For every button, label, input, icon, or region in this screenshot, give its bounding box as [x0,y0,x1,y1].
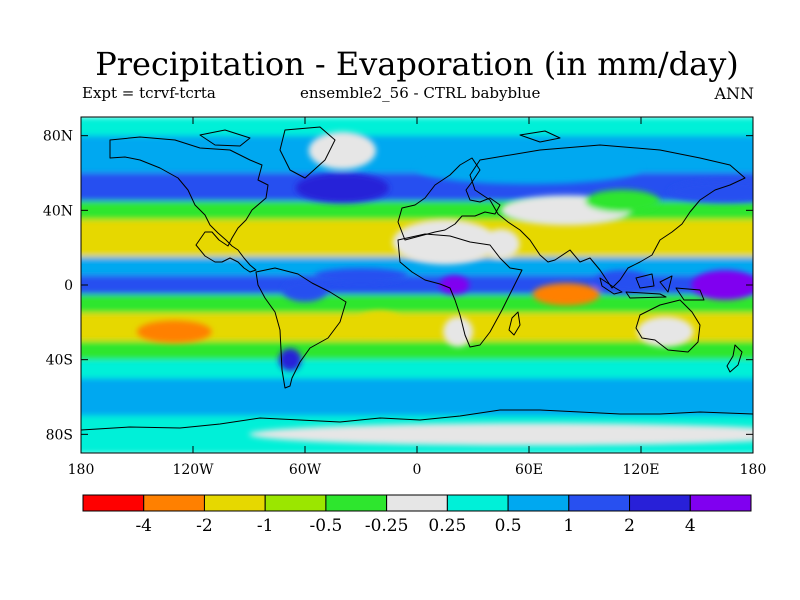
x-tick-label: 60W [289,462,322,478]
anomaly-region [392,219,498,265]
zonal-band [81,359,753,380]
anomaly-region [691,270,753,300]
anomaly-region [357,311,403,334]
anomaly-region [594,270,651,293]
colorbar-swatch [507,494,570,512]
contour-field [81,117,753,453]
anomaly-region [308,131,376,170]
y-tick-label: 0 [64,278,73,294]
chart-title: Precipitation - Evaporation (in mm/day) [95,45,739,83]
regional-anomalies [137,131,753,446]
x-axis-tick-labels: 180 120W 60W 0 60E 120E 180 [68,462,767,478]
anomaly-region [443,316,474,347]
anomaly-region [532,283,600,306]
zonal-band [81,341,753,361]
anomaly-region [417,154,641,185]
x-tick-label: 60E [515,462,543,478]
experiment-label: Expt = tcrvf-tcrta [82,84,216,102]
x-tick-label: 120W [172,462,214,478]
coastlines [81,126,753,431]
arctic-islands-coastline [199,129,561,147]
x-tick-label: 180 [68,462,95,478]
x-tick-label: 180 [740,462,767,478]
anomaly-region [137,320,212,343]
y-tick-label: 80S [46,427,73,443]
north-america-coastline [109,136,269,273]
y-tick-label: 40N [43,203,73,219]
zonal-band [81,378,753,417]
zonal-band [81,117,753,137]
anomaly-region [482,229,520,259]
anomaly-region [439,275,470,295]
colorbar-label: -0.25 [365,516,409,536]
anomaly-region [669,180,753,203]
new-zealand-coastline [726,344,743,373]
south-america-coastline [255,267,347,389]
asia-coastline [469,144,746,289]
colorbar-label: -0.5 [310,516,343,536]
anomaly-region [278,348,302,371]
x-tick-label: 120E [623,462,660,478]
anomaly-region [249,423,753,446]
anomaly-region [282,279,328,302]
axis-ticks [80,117,754,453]
anomaly-region [637,316,694,347]
colorbar-label: -1 [257,516,274,536]
greenland-coastline [279,126,336,179]
anomaly-region [295,173,390,203]
colorbar-swatch [386,494,448,512]
zonal-band [81,173,753,202]
africa-coastline [397,233,523,348]
x-tick-label: 0 [413,462,422,478]
antarctica-coastline [81,409,753,431]
colorbar-label: 4 [685,516,696,536]
zonal-bands [81,117,753,453]
madagascar-coastline [508,311,521,336]
ensemble-label: ensemble2_56 - CTRL babyblue [300,84,541,102]
y-tick-label: 80N [43,129,73,145]
colorbar-label: 0.5 [495,516,522,536]
colorbar-swatch [82,494,145,512]
season-label: ANN [714,84,754,103]
europe-coastline [397,157,501,241]
colorbar-swatch [689,494,752,512]
colorbar: -4 -2 -1 -0.5 -0.25 0.25 0.5 1 2 4 [82,494,752,536]
colorbar-swatch [264,494,327,512]
colorbar-label: 0.25 [428,516,466,536]
colorbar-swatch [629,494,691,512]
colorbar-label: 2 [624,516,635,536]
australia-coastline [635,299,701,353]
colorbar-label: -4 [135,516,152,536]
zonal-band [81,135,753,174]
colorbar-label: 1 [563,516,574,536]
colorbar-swatch [203,494,266,512]
colorbar-swatch [325,494,388,512]
anomaly-region [585,189,660,213]
colorbar-label: -2 [196,516,213,536]
colorbar-swatch [568,494,631,512]
zonal-band [81,275,753,296]
anomaly-region [314,268,408,284]
colorbar-swatch [446,494,509,512]
maritime-continent-coastline [599,273,705,301]
colorbar-swatch [143,494,205,512]
y-tick-label: 40S [46,353,73,369]
y-axis-tick-labels: 80N 40N 0 40S 80S [43,129,73,444]
